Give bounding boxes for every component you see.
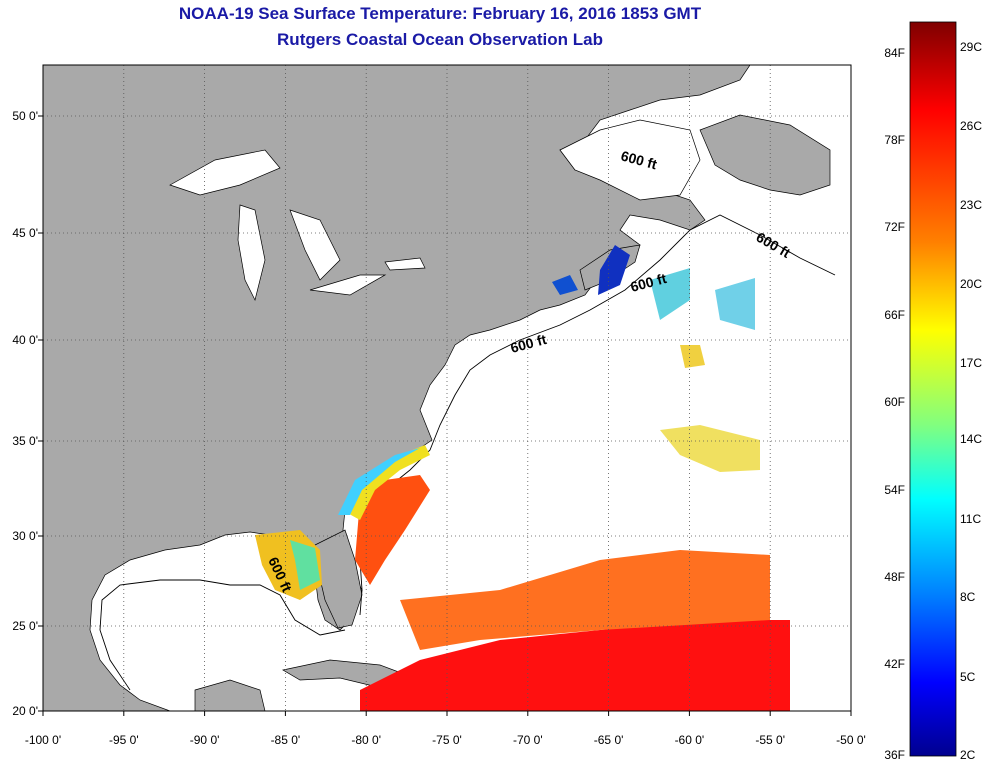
lake-michigan — [237, 204, 266, 302]
sst-patch-gulf-stream-warm — [355, 475, 430, 585]
lake-superior — [169, 149, 281, 196]
colorbar-f-label: 42F — [884, 657, 905, 671]
lon-tick-label: -60 0' — [675, 733, 705, 747]
lon-tick-label: -50 0' — [836, 733, 866, 747]
colorbar-c-label: 17C — [960, 356, 982, 370]
lon-tick-label: -95 0' — [109, 733, 139, 747]
lon-tick-label: -90 0' — [190, 733, 220, 747]
lon-tick-label: -80 0' — [351, 733, 381, 747]
colorbar-c-label: 26C — [960, 119, 982, 133]
lake-huron — [289, 209, 341, 281]
lat-tick-label: 30 0' — [12, 529, 38, 543]
map-title: NOAA-19 Sea Surface Temperature: Februar… — [178, 4, 702, 23]
colorbar-f-label: 54F — [884, 483, 905, 497]
colorbar-c-label: 11C — [960, 512, 981, 526]
sst-patch-maine-cold — [552, 275, 578, 295]
colorbar-f-label: 48F — [884, 570, 905, 584]
graticule — [43, 65, 851, 711]
lat-tick-label: 25 0' — [12, 619, 38, 633]
colorbar-c-label: 20C — [960, 277, 982, 291]
sst-patch-slope-warm — [680, 345, 705, 368]
yucatan-land — [194, 679, 266, 711]
newfoundland-land — [699, 114, 831, 196]
colorbar-f-label: 84F — [884, 46, 905, 60]
sst-patch-sargasso — [400, 550, 770, 650]
latitude-labels: 50 0' 45 0' 40 0' 35 0' 30 0' 25 0' 20 0' — [12, 109, 43, 718]
sst-patch-northeast-cool — [650, 268, 690, 320]
colorbar-c-label: 23C — [960, 198, 982, 212]
lake-ontario — [384, 257, 426, 271]
colorbar-f-label: 72F — [884, 220, 905, 234]
lat-tick-label: 45 0' — [12, 226, 38, 240]
colorbar-f-label: 66F — [884, 308, 905, 322]
sst-patch-caribbean — [360, 620, 790, 711]
lon-tick-label: -85 0' — [271, 733, 301, 747]
sst-patch-grand-banks — [715, 278, 755, 330]
colorbar-f-label: 36F — [884, 748, 905, 762]
longitude-labels: -100 0' -95 0' -90 0' -85 0' -80 0' -75 0' -70… — [25, 711, 866, 747]
gulf-st-lawrence — [559, 119, 701, 201]
lon-tick-label: -75 0' — [432, 733, 462, 747]
sst-patch-carolina-shelf — [342, 445, 430, 520]
lat-tick-label: 20 0' — [12, 704, 38, 718]
lon-tick-label: -70 0' — [513, 733, 543, 747]
sst-patch-west-florida-cool — [290, 540, 320, 590]
lat-tick-label: 35 0' — [12, 434, 38, 448]
colorbar-f-label: 60F — [884, 395, 905, 409]
colorbar — [909, 21, 957, 757]
lat-tick-label: 50 0' — [12, 109, 38, 123]
lon-tick-label: -65 0' — [594, 733, 624, 747]
lake-erie — [309, 274, 387, 296]
colorbar-f-label: 78F — [884, 133, 905, 147]
lon-tick-label: -55 0' — [755, 733, 785, 747]
sst-patch-scotian-cold — [598, 245, 630, 295]
sst-patch-inner-shelf — [338, 448, 420, 515]
colorbar-celsius-labels: 29C 26C 23C 20C 17C 14C 11C 8C 5C 2C — [960, 40, 982, 762]
lon-tick-label: -100 0' — [25, 733, 61, 747]
map-subtitle: Rutgers Coastal Ocean Observation Lab — [277, 30, 603, 49]
colorbar-c-label: 8C — [960, 590, 976, 604]
isobath-line-gulf — [99, 579, 346, 691]
colorbar-c-label: 29C — [960, 40, 982, 54]
colorbar-c-label: 5C — [960, 670, 976, 684]
sst-patch-mid-ocean — [660, 425, 760, 472]
lat-tick-label: 40 0' — [12, 333, 38, 347]
colorbar-fahrenheit-labels: 84F 78F 72F 66F 60F 54F 48F 42F 36F — [884, 46, 905, 762]
colorbar-c-label: 2C — [960, 748, 976, 762]
colorbar-c-label: 14C — [960, 432, 982, 446]
